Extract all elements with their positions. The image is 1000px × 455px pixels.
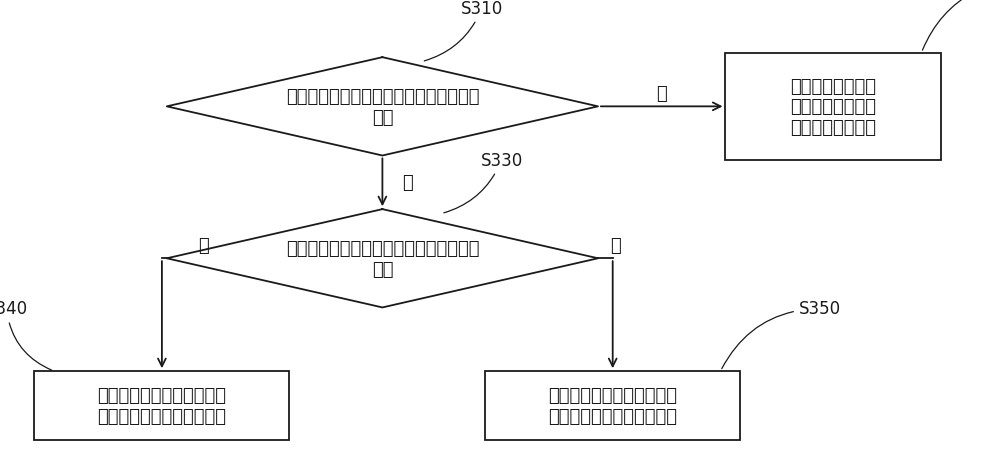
Text: S310: S310	[424, 0, 503, 62]
Text: 将第三区间范围对应的第三
预设过冷度作为目标过冷度: 将第三区间范围对应的第三 预设过冷度作为目标过冷度	[548, 386, 677, 425]
FancyBboxPatch shape	[485, 371, 740, 440]
Text: 否: 否	[402, 174, 413, 192]
Text: S340: S340	[0, 300, 52, 370]
FancyBboxPatch shape	[725, 54, 941, 161]
Text: 判断实际排气过热度是否小于第二预设过
热度: 判断实际排气过热度是否小于第二预设过 热度	[286, 239, 479, 278]
FancyBboxPatch shape	[34, 371, 289, 440]
Text: 否: 否	[610, 236, 621, 254]
Text: 是: 是	[656, 85, 667, 103]
Polygon shape	[167, 210, 598, 308]
Text: 将第一区间范围对
应的第一预设过冷
度作为目标过冷度: 将第一区间范围对 应的第一预设过冷 度作为目标过冷度	[790, 77, 876, 137]
Text: 判断实际排气过热度是否小于第一预设过
热度: 判断实际排气过热度是否小于第一预设过 热度	[286, 88, 479, 126]
Text: 将第二区间范围对应的第二
预设过冷度作为目标过冷度: 将第二区间范围对应的第二 预设过冷度作为目标过冷度	[97, 386, 226, 425]
Text: 是: 是	[198, 236, 209, 254]
Text: S350: S350	[722, 300, 841, 369]
Text: S320: S320	[922, 0, 1000, 51]
Polygon shape	[167, 58, 598, 156]
Text: S330: S330	[444, 152, 523, 213]
